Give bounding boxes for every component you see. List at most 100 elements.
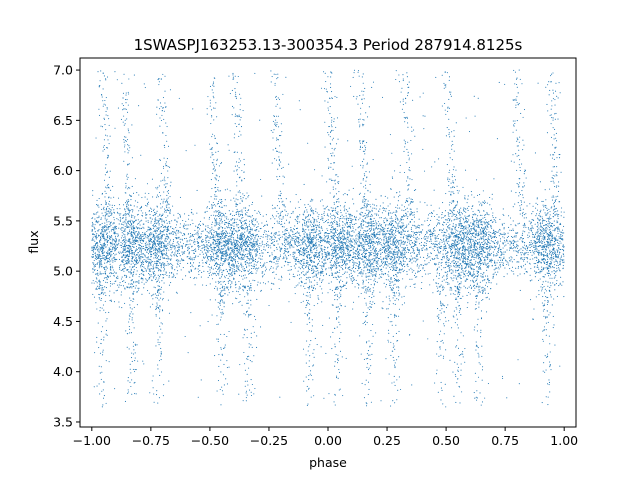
data-point [104,262,106,264]
data-point [381,249,383,251]
data-point [260,258,262,260]
data-point [133,240,135,242]
data-point [415,227,417,229]
data-point [446,259,448,261]
data-point [484,216,486,218]
data-point [128,248,130,250]
data-point [454,251,456,253]
data-point [108,203,110,205]
data-point [154,246,156,248]
data-point [427,237,429,239]
data-point [249,249,251,251]
data-point [477,238,479,241]
data-point [391,266,393,268]
data-point [194,243,196,245]
data-point [118,306,120,308]
data-point [327,235,329,237]
data-point [469,231,472,233]
data-point [123,259,125,261]
data-point [305,217,307,219]
data-point [128,262,130,264]
data-point [341,256,343,258]
data-point [147,201,150,203]
data-point [513,273,515,275]
data-point [177,237,179,239]
data-point [114,243,116,245]
data-point [278,257,280,259]
data-point [349,233,351,235]
data-point [323,259,325,261]
data-point [419,234,421,236]
data-point [463,219,465,221]
data-point [487,267,489,269]
data-point [533,234,535,236]
data-point [135,242,137,245]
data-point [96,230,99,232]
data-point [222,247,224,249]
data-point [383,282,385,284]
data-point [372,271,374,273]
data-point [179,238,181,240]
data-point [94,228,96,230]
data-point [125,256,127,258]
data-point [126,261,128,263]
data-point [293,265,295,267]
data-point [380,258,382,260]
data-point [92,225,94,227]
data-point [389,258,391,260]
data-point [524,222,526,225]
data-point [423,237,425,239]
data-point [207,276,209,278]
data-point [155,233,157,235]
data-point [501,223,503,225]
data-point [495,217,497,219]
data-point [176,263,178,265]
data-point [264,270,266,272]
data-point [106,282,108,284]
data-point [203,270,205,272]
data-point [118,253,120,255]
data-point [153,277,155,279]
data-point [109,281,111,283]
data-point [524,247,526,249]
data-point [201,247,203,249]
data-point [550,257,552,259]
data-point [100,217,102,219]
data-point [142,277,144,279]
data-point [443,238,445,240]
data-point [425,244,427,246]
data-point [416,255,418,258]
data-point [275,268,277,270]
data-point [349,261,351,263]
data-point [95,213,97,215]
data-point [375,257,377,259]
data-point [138,222,140,224]
data-point [493,254,495,256]
data-point [492,275,494,277]
data-point [445,261,447,263]
data-point [425,247,428,249]
data-point [201,244,203,247]
data-point [502,242,504,244]
data-point [198,237,200,239]
data-point [391,220,393,222]
data-point [191,246,193,248]
data-point [124,288,126,290]
data-point [185,275,187,277]
data-point [288,301,290,303]
data-point [128,224,131,226]
data-point [452,254,455,256]
data-point [513,250,515,252]
data-point [204,228,206,230]
data-point [131,279,134,281]
data-point [510,246,512,248]
data-point [158,238,160,240]
data-point [114,240,116,242]
data-point [482,232,485,234]
data-point [136,206,138,208]
data-point [143,259,145,261]
data-point [308,243,310,245]
data-point [166,274,168,277]
data-point [124,257,126,259]
data-point [377,233,379,236]
